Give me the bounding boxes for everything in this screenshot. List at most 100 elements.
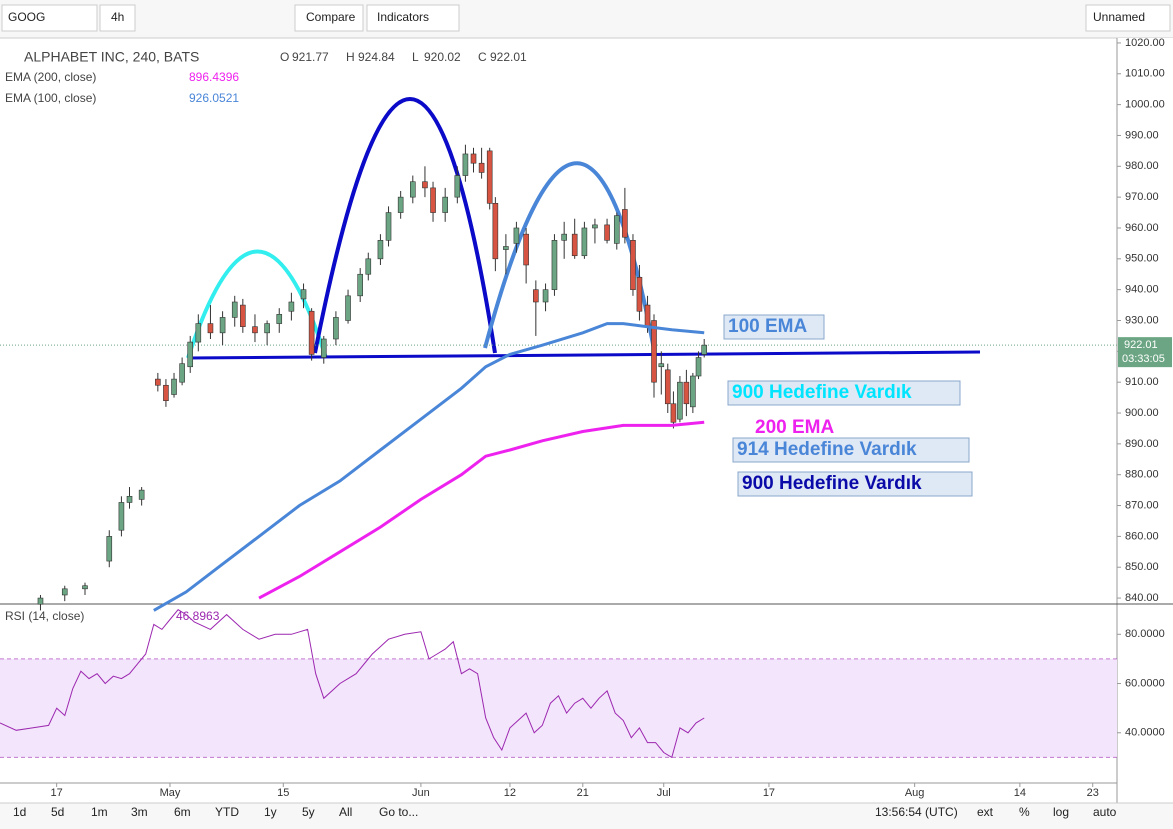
ohlc-key: L	[412, 50, 419, 64]
candle-body	[630, 240, 636, 290]
y-tick-label: 890.00	[1125, 438, 1159, 450]
layout-name[interactable]: Unnamed	[1093, 10, 1145, 24]
layout-button[interactable]	[1085, 4, 1171, 32]
candle-body	[622, 209, 628, 238]
y-tick-label: 850.00	[1125, 561, 1159, 573]
candle-body	[276, 314, 283, 324]
candle-body	[670, 403, 677, 423]
scale-option[interactable]: ext	[977, 805, 994, 819]
candle-body	[683, 381, 690, 405]
ohlc-value: 922.01	[490, 50, 527, 64]
last-price-tag	[1118, 337, 1172, 368]
x-tick-label: Aug	[905, 787, 925, 799]
bottom-toolbar	[0, 803, 1173, 829]
neckline	[187, 350, 981, 360]
y-tick-label: 1000.00	[1125, 99, 1165, 111]
annotation: 914 Hedefine Vardık	[737, 439, 917, 460]
x-tick-label: Jul	[657, 787, 671, 799]
price-axis-bg	[1117, 38, 1173, 803]
ema-line	[153, 322, 705, 612]
candle-body	[613, 215, 620, 244]
x-tick-label: 17	[51, 787, 63, 799]
interval[interactable]: 4h	[111, 10, 124, 24]
symbol[interactable]: GOOG	[8, 10, 45, 24]
range-button[interactable]: All	[339, 805, 352, 819]
range-button[interactable]: 6m	[174, 805, 191, 819]
candle-body	[701, 344, 707, 355]
candle-body	[179, 363, 185, 383]
range-button[interactable]: 5y	[302, 805, 315, 819]
candle-body	[240, 304, 246, 327]
interval-box[interactable]	[99, 4, 136, 32]
range-button[interactable]: 3m	[131, 805, 148, 819]
candle-body	[207, 323, 214, 334]
candle-body	[397, 196, 404, 213]
range-button[interactable]: 1d	[13, 805, 26, 819]
scale-option[interactable]: %	[1019, 805, 1030, 819]
candle-body	[264, 323, 270, 334]
candle-body	[333, 317, 339, 340]
y-tick-label: 870.00	[1125, 499, 1159, 511]
candle-body	[503, 246, 509, 250]
candle-body	[442, 196, 448, 213]
y-tick-label: 950.00	[1125, 253, 1159, 265]
goto[interactable]: Go to...	[379, 805, 418, 819]
range-button[interactable]: YTD	[215, 805, 239, 819]
candle-body	[644, 304, 651, 327]
annotation: 200 EMA	[755, 417, 834, 438]
symbol-box[interactable]	[1, 4, 98, 32]
annotation-box	[737, 471, 973, 497]
indicators-button[interactable]	[366, 4, 460, 32]
candle-body	[571, 233, 578, 257]
candle-body	[308, 310, 315, 355]
compare[interactable]: Compare	[306, 10, 356, 24]
annotation: 900 Hedefine Vardık	[742, 473, 922, 494]
last-price-label: 922.01	[1124, 339, 1158, 351]
candle-body	[604, 224, 610, 241]
candle-body	[651, 320, 657, 383]
rsi-tick-label: 40.0000	[1125, 727, 1165, 739]
rsi-tick-label: 80.0000	[1125, 628, 1165, 640]
candle-body	[430, 187, 436, 213]
annotation: 100 EMA	[728, 316, 807, 337]
candle-body	[195, 323, 202, 343]
candle-body	[462, 153, 469, 176]
y-tick-label: 990.00	[1125, 129, 1159, 141]
candle-body	[82, 585, 88, 590]
chart-title: ALPHABET INC, 240, BATS	[24, 49, 199, 65]
range-button[interactable]: 1y	[264, 805, 277, 819]
candle-body	[658, 363, 665, 368]
candle-body	[664, 369, 671, 405]
range-button[interactable]: 1m	[91, 805, 108, 819]
candle-body	[345, 295, 351, 321]
head-arc	[313, 97, 497, 354]
ohlc-key: O	[280, 50, 289, 64]
range-button[interactable]: 5d	[51, 805, 64, 819]
ema-line	[258, 420, 705, 600]
rsi-value: 46.8963	[176, 609, 220, 623]
ohlc-key: C	[478, 50, 487, 64]
y-tick-label: 970.00	[1125, 191, 1159, 203]
candle-body	[106, 536, 113, 562]
candle-body	[592, 224, 598, 229]
candle-body	[171, 378, 177, 395]
candle-body	[385, 212, 392, 241]
y-tick-label: 960.00	[1125, 222, 1159, 234]
y-tick-label: 980.00	[1125, 160, 1159, 172]
candle-body	[542, 289, 549, 303]
scale-option[interactable]: log	[1053, 805, 1069, 819]
candle-body	[523, 233, 529, 266]
scale-option[interactable]: auto	[1093, 805, 1117, 819]
candle-body	[422, 181, 428, 189]
annotation-box	[727, 380, 961, 406]
candle-body	[252, 326, 258, 334]
indicator-value: 896.4396	[189, 70, 239, 84]
indicators[interactable]: Indicators	[377, 10, 429, 24]
candle-body	[470, 153, 477, 164]
x-tick-label: Jun	[412, 787, 430, 799]
candle-body	[61, 588, 68, 596]
compare-button[interactable]	[294, 4, 364, 32]
ohlc-value: 921.77	[292, 50, 329, 64]
indicator-label: EMA (100, close)	[5, 91, 96, 105]
